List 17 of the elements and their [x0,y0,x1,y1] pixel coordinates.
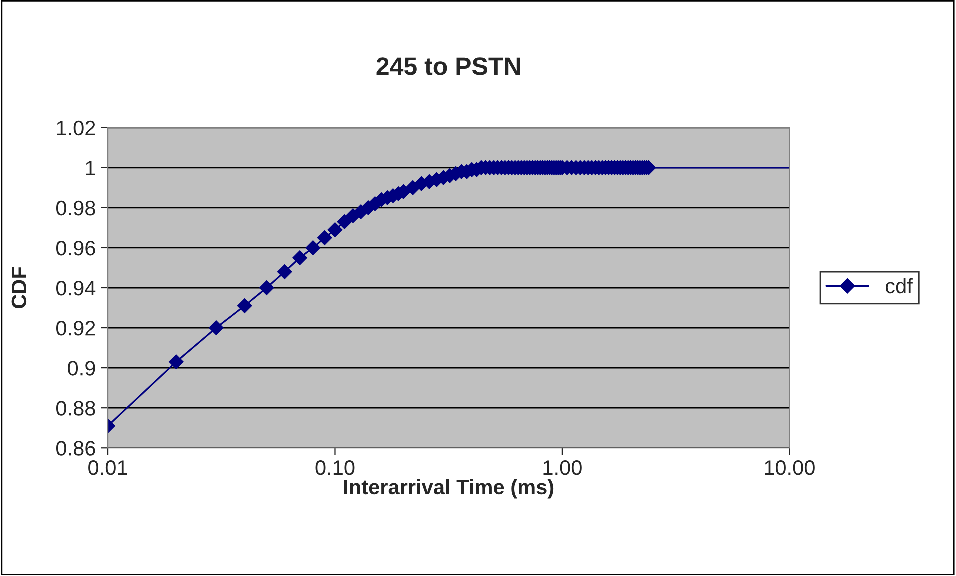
chart-title: 245 to PSTN [376,58,520,76]
y-tick-label: 0.86 [56,441,96,456]
y-tick-label: 0.96 [56,240,96,256]
y-axis-title: CDF [12,267,27,309]
y-tick-label: 0.92 [56,321,96,336]
x-tick-label: 0.10 [316,460,355,476]
y-tick-label: 0.98 [56,200,96,216]
y-tick-label: 1 [86,161,96,176]
y-tick-label: 1.02 [57,120,96,136]
x-tick-label: 0.01 [88,460,128,476]
x-tick-label: 10.00 [765,460,815,476]
x-tick-label: 1.00 [544,460,582,476]
legend-label: cdf [886,278,913,294]
y-tick-label: 0.88 [56,401,96,416]
y-tick-label: 0.94 [56,281,96,296]
x-axis-title: Interarrival Time (ms) [344,479,554,499]
y-tick-label: 0.9 [68,361,96,376]
